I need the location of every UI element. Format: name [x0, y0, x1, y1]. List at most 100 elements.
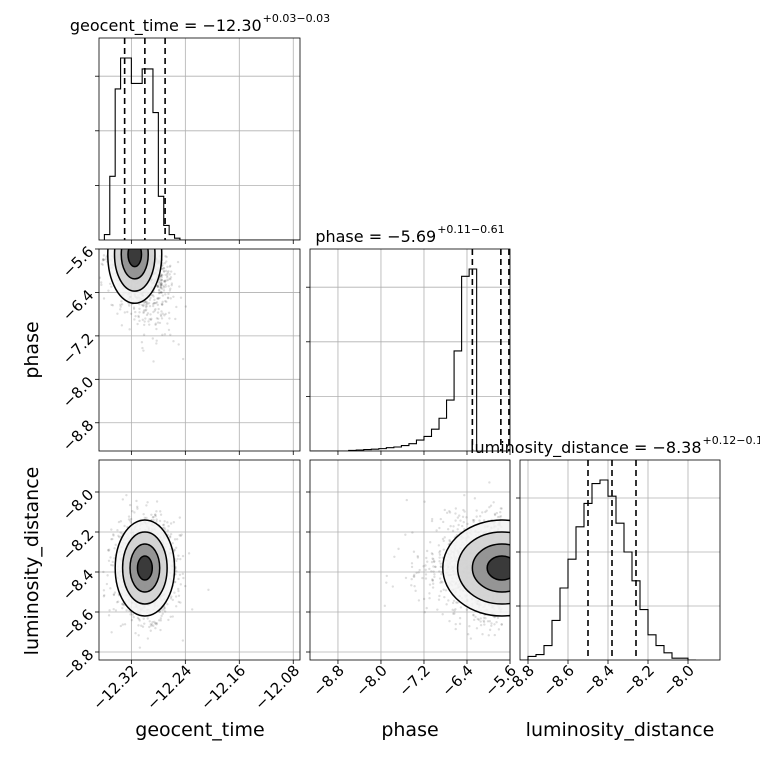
sample-point	[160, 303, 164, 307]
sample-point	[128, 503, 132, 507]
sample-point	[178, 573, 182, 577]
sample-point	[157, 292, 161, 295]
sample-point	[144, 300, 147, 304]
sample-point	[404, 533, 407, 536]
sample-point	[103, 594, 106, 597]
sample-point	[147, 301, 151, 305]
sample-point	[142, 310, 145, 313]
sample-point	[107, 549, 110, 552]
sample-point	[437, 598, 441, 601]
sample-point	[120, 300, 123, 303]
sample-point	[410, 584, 413, 587]
sample-point	[159, 291, 163, 294]
y-tick-label: −8.0	[59, 373, 97, 411]
sample-point	[155, 518, 158, 521]
sample-point	[114, 543, 117, 547]
tick-marks	[95, 491, 294, 664]
sample-point	[454, 622, 457, 626]
sample-point	[127, 518, 131, 521]
sample-point	[125, 493, 128, 497]
sample-point	[448, 538, 451, 542]
sample-point	[397, 547, 400, 551]
sample-point	[166, 529, 169, 532]
sample-point	[157, 297, 160, 300]
sample-point	[159, 314, 163, 318]
sample-point	[484, 617, 487, 620]
sample-point	[136, 616, 140, 620]
sample-point	[156, 285, 160, 288]
sample-point	[169, 532, 173, 536]
sample-point	[439, 565, 443, 568]
sample-point	[438, 526, 441, 530]
sample-point	[137, 314, 140, 318]
density-contour	[136, 555, 154, 581]
sample-point	[109, 563, 113, 567]
x-tick-labels: −12.32 −12.24 −12.16 −12.08	[89, 662, 303, 714]
sample-point	[160, 287, 164, 290]
sample-point	[143, 622, 146, 625]
histogram	[311, 268, 478, 451]
sample-point	[430, 552, 434, 555]
panel-geocent-time-vs-luminosity-distance: −8.8−8.6−8.4−8.2−8.0 −12.32 −12.24 −12.16−…	[21, 459, 303, 741]
sample-point	[160, 283, 164, 286]
y-tick-label: −8.6	[59, 606, 97, 644]
xlabel-luminosity-distance: luminosity_distance	[526, 719, 715, 741]
density-contour	[127, 249, 143, 268]
sample-point	[141, 346, 144, 350]
sample-point	[164, 254, 167, 258]
sample-point	[424, 573, 428, 576]
sample-point	[148, 304, 152, 308]
sample-point	[430, 517, 434, 521]
sample-point	[150, 623, 154, 626]
sample-point	[468, 625, 471, 628]
sample-point	[416, 556, 420, 559]
sample-point	[149, 296, 152, 300]
sample-point	[175, 569, 178, 573]
sample-point	[169, 277, 172, 281]
sample-point	[159, 286, 162, 289]
sample-point	[154, 301, 158, 305]
sample-point	[146, 637, 150, 640]
sample-point	[112, 607, 115, 611]
sample-point	[391, 585, 395, 588]
sample-point	[96, 272, 98, 274]
sample-point	[157, 289, 161, 292]
sample-point	[144, 305, 148, 309]
sample-point	[159, 284, 163, 287]
sample-point	[129, 519, 132, 522]
sample-point	[102, 589, 106, 592]
sample-point	[133, 511, 136, 514]
sample-point	[119, 624, 123, 628]
sample-point	[481, 511, 484, 514]
sample-point	[493, 633, 496, 637]
histogram-step	[311, 268, 478, 451]
sample-point	[497, 628, 501, 631]
sample-point	[140, 624, 143, 627]
sample-point	[145, 301, 149, 304]
sample-point	[171, 542, 174, 545]
sample-point	[145, 305, 148, 308]
sample-point	[412, 550, 416, 553]
sample-point	[162, 266, 165, 270]
sample-point	[161, 612, 164, 616]
sample-point	[428, 567, 431, 571]
sample-point	[469, 637, 473, 640]
sample-point	[163, 520, 166, 523]
sample-point	[157, 280, 161, 284]
y-tick-label: −6.4	[59, 286, 97, 324]
sample-point	[120, 324, 124, 327]
sample-point	[421, 576, 424, 580]
sample-point	[135, 499, 138, 503]
sample-point	[489, 504, 493, 507]
sample-point	[110, 538, 113, 541]
density-contours	[442, 519, 510, 617]
sample-point	[156, 285, 160, 288]
sample-point	[110, 631, 113, 634]
sample-point	[113, 591, 117, 594]
sample-point	[153, 309, 156, 312]
sample-point	[155, 301, 159, 304]
x-tick-label: −8.0	[352, 662, 390, 700]
sample-point	[169, 597, 173, 600]
sample-point	[137, 315, 140, 319]
tick-marks	[95, 75, 294, 244]
